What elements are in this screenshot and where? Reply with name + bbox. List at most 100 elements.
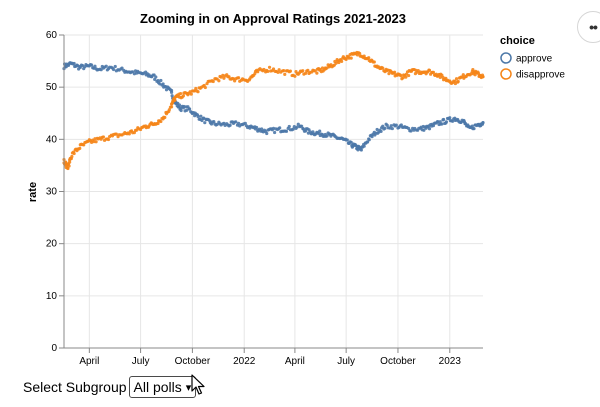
- y-axis-title: rate: [27, 182, 39, 202]
- approve-point: [441, 117, 446, 122]
- approve-point: [409, 129, 413, 133]
- approve-point: [234, 120, 238, 124]
- approve-point: [431, 124, 436, 128]
- legend: choice approve disapprove: [500, 35, 565, 81]
- approve-point: [325, 134, 329, 138]
- x-tick-label: 2023: [439, 356, 462, 367]
- approve-point: [196, 114, 200, 119]
- approve-point: [187, 107, 192, 111]
- approve-point: [379, 129, 383, 134]
- approve-point: [440, 122, 444, 126]
- disapprove-point: [67, 164, 71, 168]
- approve-point: [345, 138, 349, 142]
- approve-point: [215, 122, 219, 126]
- approve-point: [153, 77, 157, 82]
- disapprove-point: [181, 94, 185, 98]
- approve-point: [444, 120, 448, 124]
- disapprove-point: [431, 70, 436, 74]
- approve-point: [243, 121, 247, 125]
- approve-point: [278, 126, 282, 130]
- approve-point: [203, 121, 207, 125]
- disapprove-point: [189, 92, 193, 96]
- disapprove-point: [66, 166, 70, 171]
- disapprove-point: [381, 66, 385, 70]
- approve-point: [170, 94, 174, 98]
- disapprove-point: [407, 73, 411, 78]
- disapprove-point: [315, 71, 319, 75]
- plot-area: [62, 50, 485, 171]
- disapprove-point: [72, 151, 76, 156]
- disapprove-point: [266, 69, 270, 74]
- disapprove-point: [401, 76, 405, 80]
- approve-point: [212, 119, 216, 124]
- disapprove-point: [387, 72, 391, 76]
- y-tick-label: 60: [46, 30, 58, 41]
- approve-point: [390, 126, 394, 131]
- approve-point: [169, 90, 174, 94]
- gridlines: [64, 34, 483, 349]
- disapprove-point: [347, 56, 351, 60]
- approve-point: [177, 103, 182, 107]
- subgroup-select[interactable]: All polls ▾: [128, 376, 197, 398]
- y-tick-label: 40: [46, 134, 58, 145]
- approve-point: [185, 108, 189, 112]
- disapprove-point: [178, 91, 183, 96]
- approve-point: [436, 120, 440, 124]
- disapprove-point: [404, 75, 408, 79]
- disapprove-point: [94, 140, 98, 144]
- approve-point: [161, 82, 165, 86]
- disapprove-point: [271, 67, 276, 71]
- disapprove-point: [399, 74, 403, 78]
- approve-point: [199, 114, 203, 118]
- approve-point: [120, 66, 124, 70]
- approve-point: [389, 124, 393, 128]
- x-tick-label: April: [79, 356, 99, 367]
- approve-point: [104, 64, 108, 68]
- approve-point: [179, 108, 183, 113]
- disapprove-point: [68, 160, 72, 164]
- disapprove-point: [169, 105, 174, 109]
- more-actions-button[interactable]: ••: [577, 11, 600, 43]
- approve-point: [370, 135, 374, 139]
- disapprove-point: [481, 75, 485, 79]
- legend-symbol-approve: [500, 52, 512, 64]
- approve-point: [236, 121, 241, 125]
- disapprove-point: [301, 69, 305, 73]
- disapprove-point: [106, 137, 111, 142]
- approve-point: [318, 129, 322, 133]
- legend-label-approve: approve: [516, 54, 553, 65]
- approve-point: [383, 126, 387, 130]
- approve-point: [287, 124, 291, 129]
- disapprove-point: [283, 72, 287, 76]
- disapprove-point: [349, 56, 353, 60]
- subgroup-selected-value: All polls: [133, 379, 182, 395]
- x-tick-label: July: [337, 356, 355, 367]
- disapprove-point: [78, 146, 82, 150]
- disapprove-point: [392, 70, 397, 74]
- approve-point: [111, 67, 116, 72]
- disapprove-point: [127, 132, 131, 136]
- y-tick-label: 50: [46, 82, 58, 93]
- approve-point: [296, 122, 300, 126]
- axes: 0 10 20 30 40 50 60 April July October 2022 April Ju…: [46, 30, 483, 367]
- approve-point: [470, 124, 474, 128]
- chevron-down-icon: ▾: [185, 381, 192, 394]
- disapprove-point: [313, 69, 317, 73]
- disapprove-point: [217, 79, 221, 83]
- disapprove-point: [101, 135, 106, 139]
- ellipsis-icon: ••: [589, 19, 598, 35]
- legend-title: choice: [500, 35, 535, 47]
- mouse-pointer-icon: [191, 374, 205, 395]
- disapprove-point: [362, 54, 366, 58]
- disapprove-point: [267, 65, 272, 69]
- x-tick-label: July: [132, 356, 150, 367]
- disapprove-point: [70, 154, 74, 159]
- approve-point: [481, 121, 485, 125]
- disapprove-point: [196, 90, 200, 94]
- approve-point: [394, 123, 398, 127]
- approve-point: [448, 116, 452, 120]
- disapprove-point: [194, 86, 198, 91]
- disapprove-point: [173, 98, 177, 102]
- approve-point: [422, 128, 426, 132]
